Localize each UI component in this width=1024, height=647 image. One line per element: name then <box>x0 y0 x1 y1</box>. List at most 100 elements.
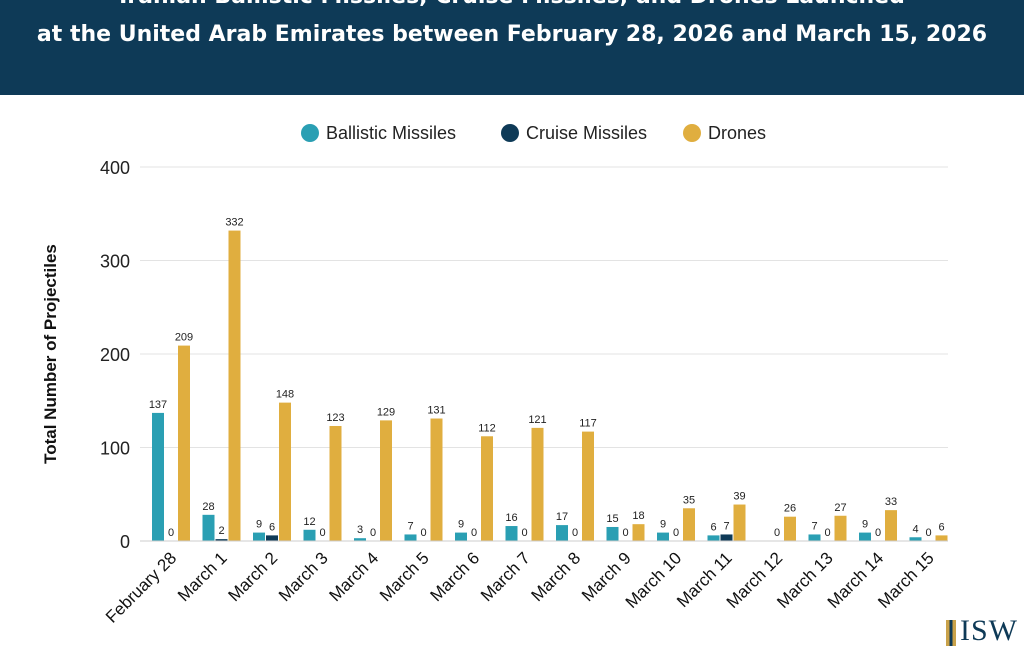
data-label: 9 <box>458 519 464 531</box>
bar <box>720 534 733 541</box>
data-label: 7 <box>811 520 817 532</box>
data-label: 12 <box>303 516 315 528</box>
data-label: 209 <box>175 332 193 344</box>
bar <box>834 515 847 541</box>
data-label: 0 <box>471 527 477 539</box>
x-tick-label: March 1 <box>174 548 231 605</box>
data-label: 2 <box>218 525 224 537</box>
data-label: 148 <box>276 389 294 401</box>
data-label: 9 <box>256 519 262 531</box>
bar <box>215 539 228 541</box>
isw-logo-mark-icon <box>946 620 956 646</box>
y-tick-label: 300 <box>100 252 130 272</box>
data-label: 17 <box>556 511 568 523</box>
data-label: 137 <box>149 399 167 411</box>
data-label: 0 <box>370 527 376 539</box>
data-label: 129 <box>377 406 395 418</box>
bar <box>531 427 544 541</box>
data-label: 27 <box>834 502 846 514</box>
isw-logo: ISW <box>946 612 1018 646</box>
bar <box>202 514 215 541</box>
x-tick-label: March 6 <box>426 548 483 605</box>
x-tick-label: March 7 <box>477 548 534 605</box>
x-tick-label: March 4 <box>325 548 382 605</box>
y-axis-title: Total Number of Projectiles <box>41 244 60 464</box>
bar <box>606 526 619 541</box>
bar <box>455 532 467 541</box>
legend-cruise-missiles-label: Cruise Missiles <box>526 123 647 143</box>
bar <box>859 532 871 541</box>
bar <box>808 534 821 541</box>
x-tick-label: February 28 <box>102 548 180 626</box>
data-label: 0 <box>572 527 578 539</box>
data-label: 0 <box>622 527 628 539</box>
y-tick-label: 400 <box>100 158 130 178</box>
bar <box>178 345 190 541</box>
x-tick-label: March 3 <box>275 548 332 605</box>
y-tick-label: 0 <box>120 532 130 552</box>
bar <box>329 425 342 541</box>
x-tick-label: March 10 <box>622 548 686 612</box>
data-label: 35 <box>683 494 695 506</box>
bar <box>279 402 291 541</box>
bar <box>885 510 897 541</box>
x-tick-label: March 2 <box>224 548 281 605</box>
data-label: 39 <box>733 491 745 503</box>
data-label: 3 <box>357 524 363 536</box>
legend-drones-marker <box>683 124 701 142</box>
isw-logo-text: ISW <box>960 614 1018 647</box>
data-label: 332 <box>225 217 243 229</box>
data-label: 121 <box>528 414 546 426</box>
data-label: 0 <box>673 527 679 539</box>
data-label: 112 <box>478 422 496 434</box>
data-label: 6 <box>710 521 716 533</box>
bar <box>505 526 518 541</box>
data-label: 6 <box>269 521 275 533</box>
bar <box>380 420 392 541</box>
data-label: 0 <box>774 527 780 539</box>
data-label: 33 <box>885 496 897 508</box>
data-label: 0 <box>824 527 830 539</box>
x-tick-label: March 15 <box>874 548 938 612</box>
bar <box>784 516 796 541</box>
x-tick-label: March 5 <box>376 548 433 605</box>
bar <box>152 412 164 541</box>
bar <box>228 230 241 541</box>
data-label: 0 <box>168 527 174 539</box>
bar <box>683 508 695 541</box>
data-label: 123 <box>326 412 344 424</box>
x-tick-label: March 8 <box>527 548 584 605</box>
bar <box>707 535 720 541</box>
data-label: 4 <box>912 523 918 535</box>
bar <box>303 529 316 541</box>
data-label: 7 <box>723 520 729 532</box>
bar <box>556 525 568 541</box>
legend-ballistic-missiles-marker <box>301 124 319 142</box>
data-label: 0 <box>925 527 931 539</box>
bar <box>354 538 366 541</box>
data-label: 0 <box>319 527 325 539</box>
data-label: 0 <box>875 527 881 539</box>
data-label: 0 <box>521 527 527 539</box>
bar <box>733 504 746 541</box>
data-label: 131 <box>427 405 445 417</box>
data-label: 9 <box>660 519 666 531</box>
legend-drones-label: Drones <box>708 123 766 143</box>
bar <box>404 534 417 541</box>
data-label: 0 <box>420 527 426 539</box>
legend-ballistic-missiles-label: Ballistic Missiles <box>326 123 456 143</box>
bar <box>632 524 645 541</box>
chart-title-line-2: at the United Arab Emirates between Febr… <box>36 22 988 47</box>
bar <box>935 535 948 541</box>
data-label: 28 <box>202 501 214 513</box>
bar <box>909 537 922 541</box>
legend-cruise-missiles-marker <box>501 124 519 142</box>
data-label: 16 <box>505 512 517 524</box>
chart-header: Iranian Ballistic Missiles, Cruise Missi… <box>0 0 1024 95</box>
bar <box>481 436 493 541</box>
bar <box>657 532 669 541</box>
bar <box>582 431 594 541</box>
data-label: 15 <box>606 513 618 525</box>
data-label: 9 <box>862 519 868 531</box>
